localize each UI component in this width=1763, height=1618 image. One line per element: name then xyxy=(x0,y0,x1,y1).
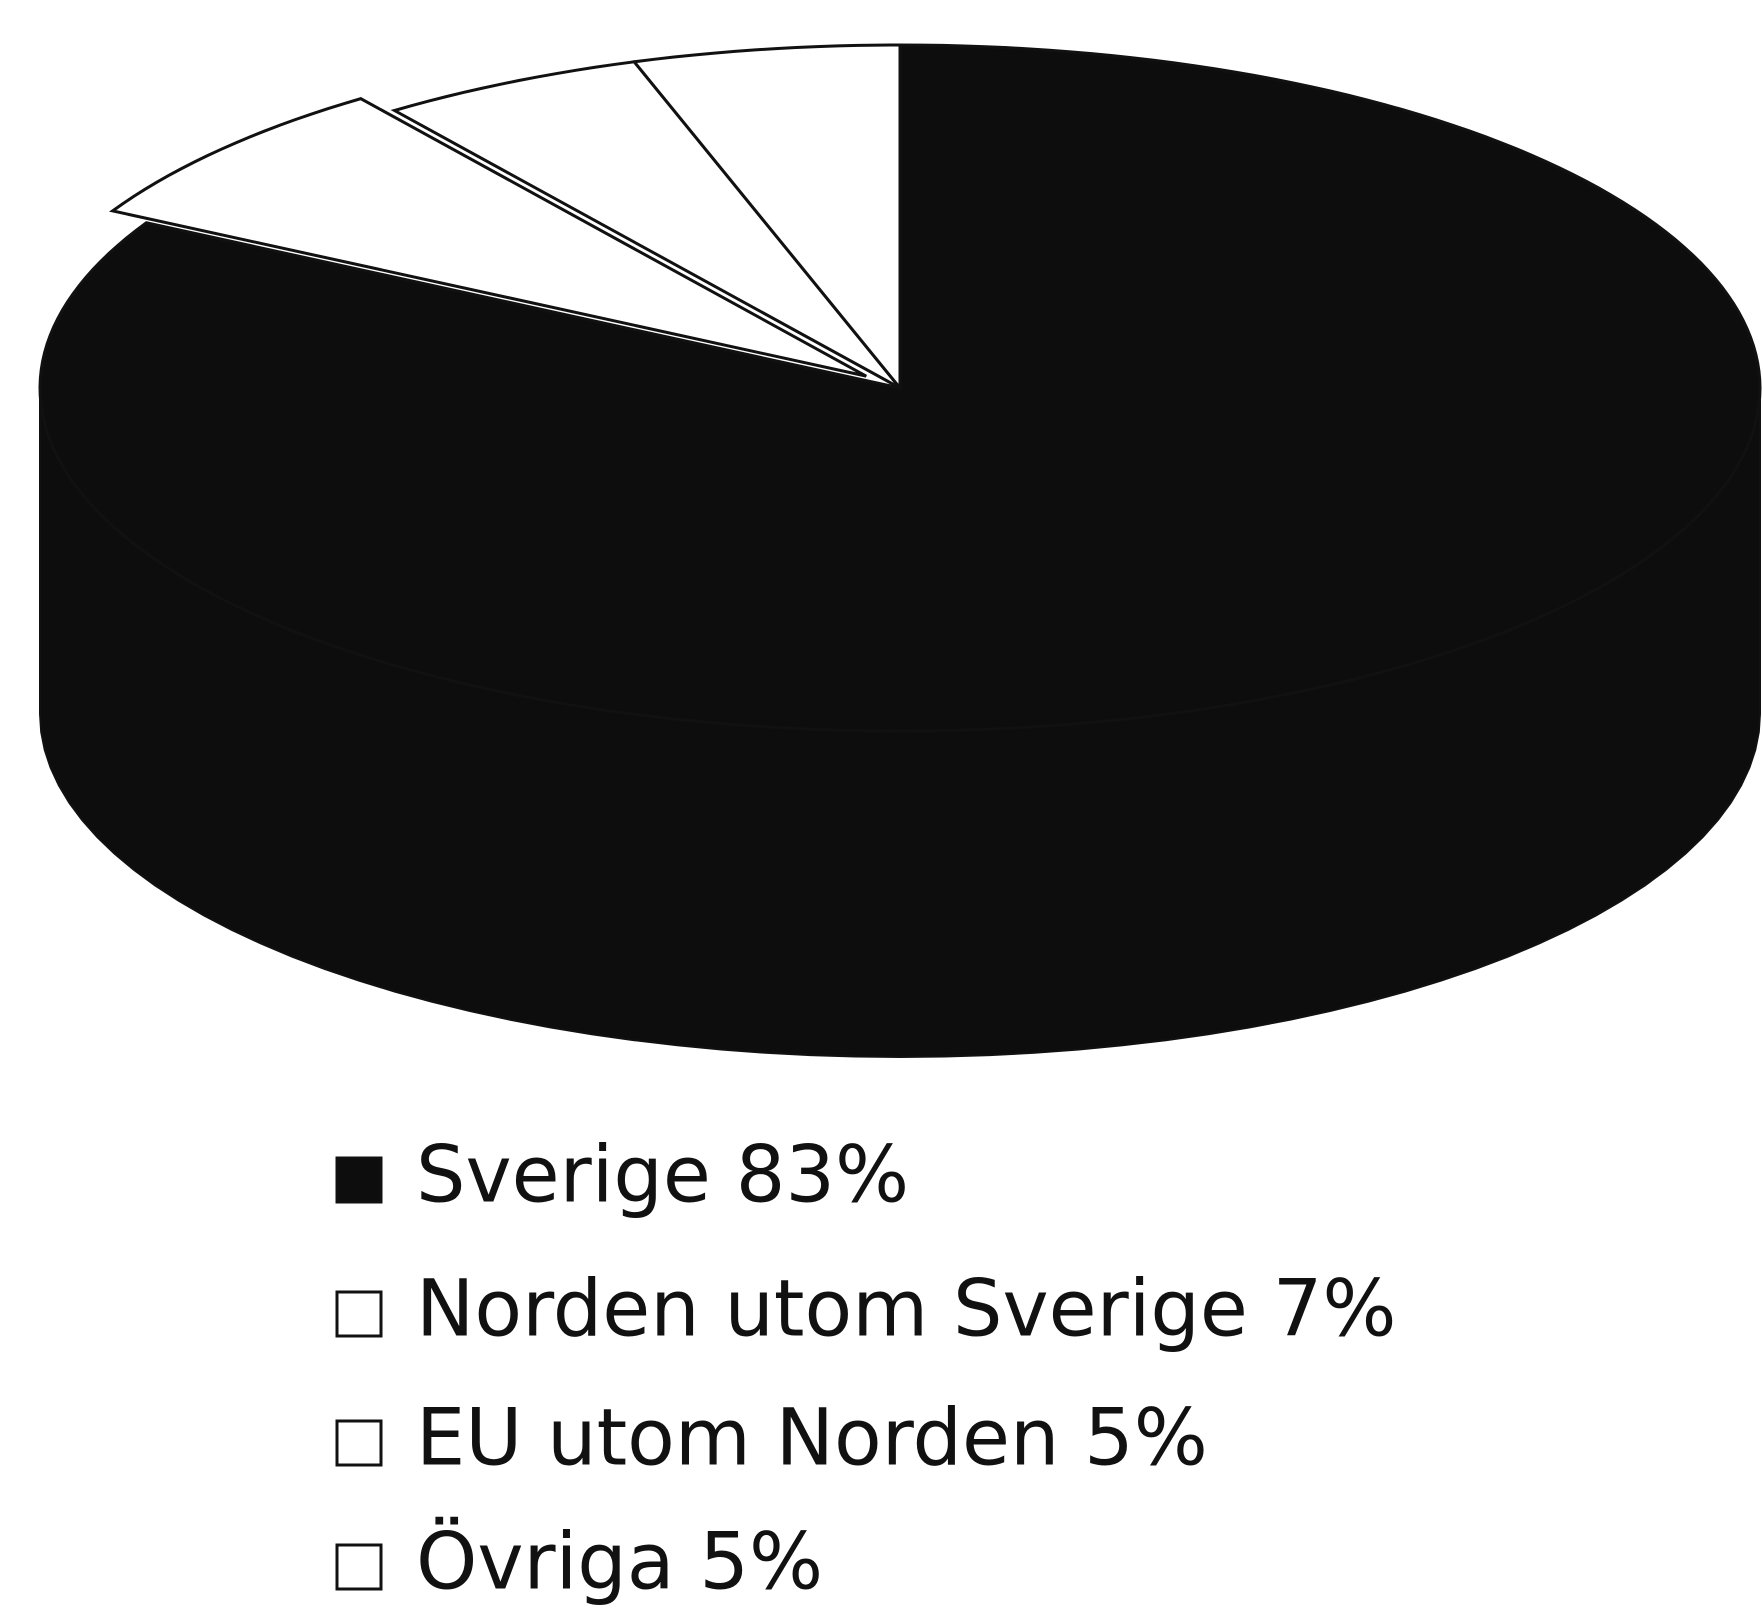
slice xyxy=(390,60,902,390)
legend-swatch xyxy=(335,1543,383,1591)
slice xyxy=(108,97,867,378)
legend-label: EU utom Norden 5% xyxy=(416,1393,1208,1483)
slice xyxy=(631,43,902,393)
legend-label: Övriga 5% xyxy=(416,1516,823,1607)
legend-label: Sverige 83% xyxy=(416,1130,909,1220)
legend-swatch xyxy=(335,1419,383,1467)
legend-swatch xyxy=(335,1290,383,1338)
legend-label: Norden utom Sverige 7% xyxy=(416,1264,1396,1354)
legend-swatch xyxy=(335,1156,383,1204)
